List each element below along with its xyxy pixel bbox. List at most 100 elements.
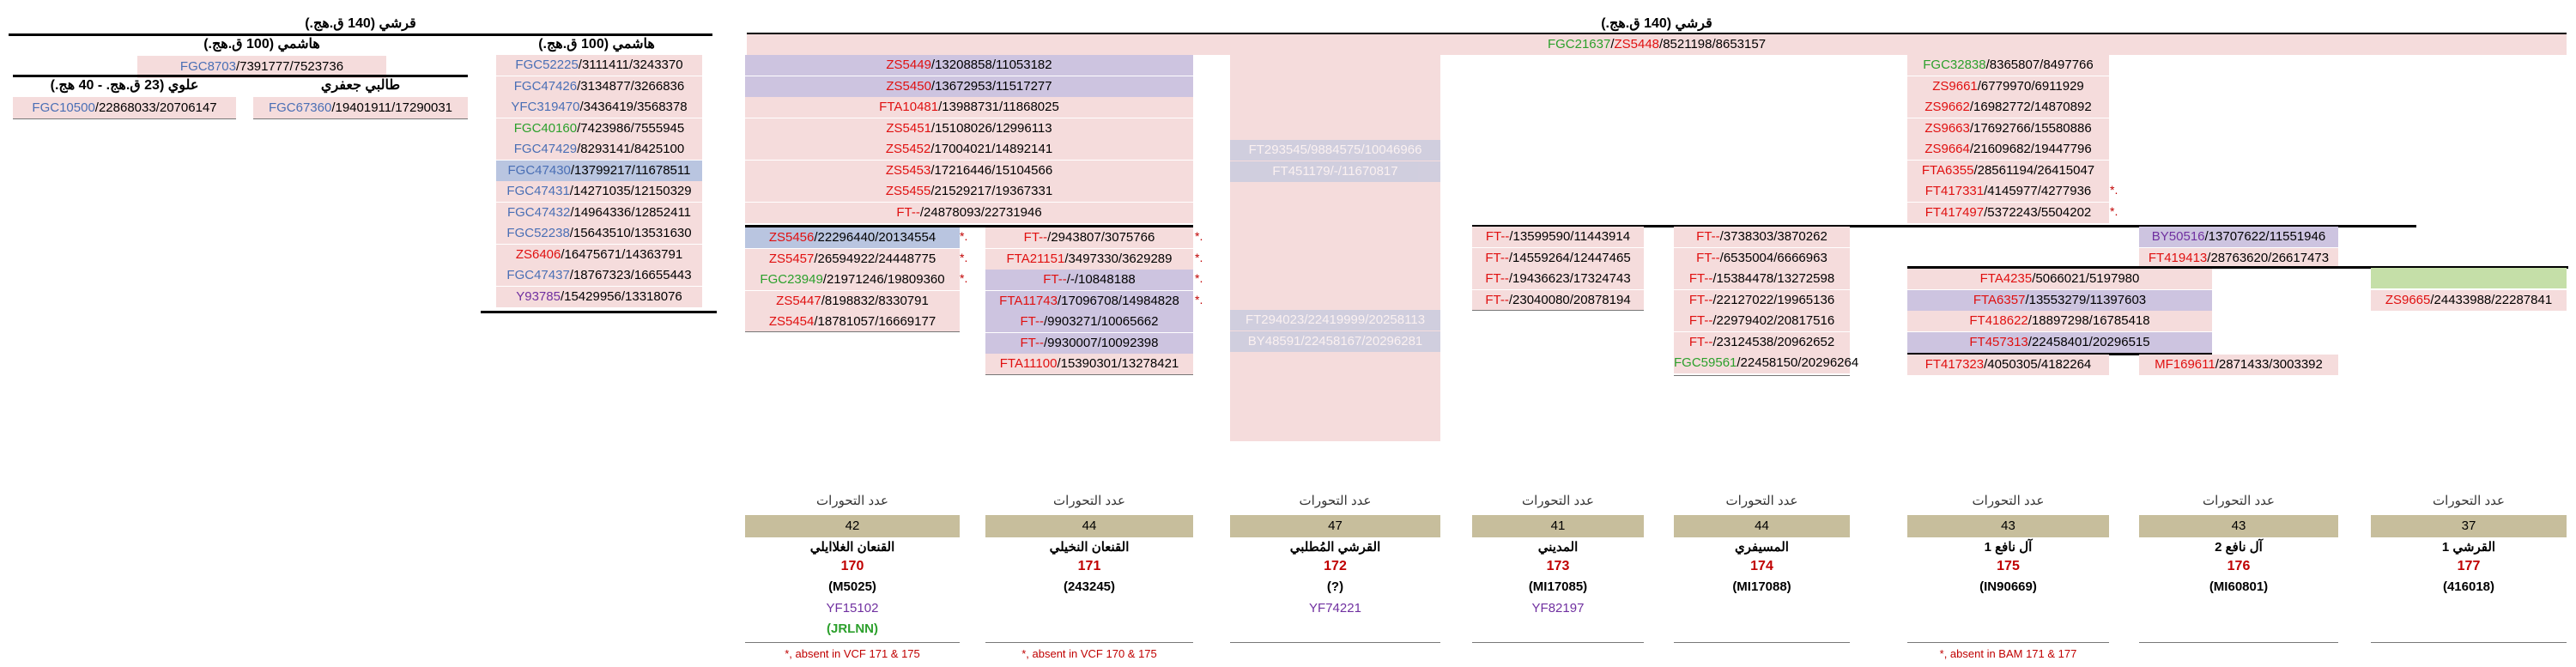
snp-name: ZS5450 [886,78,931,94]
snp-name: FT-- [1688,313,1713,328]
divider [2371,642,2567,643]
header-hashimi-a: هاشمي (100 ق.هج.) [203,37,320,52]
sample-name: القرشي المُطلبي [1289,540,1381,555]
snp-name: MF169611 [2155,357,2215,372]
snp-name: ZS5447 [776,293,821,308]
snp-name: ZS5448 [1614,37,1660,52]
snp-name: ZS9663 [1924,120,1970,136]
snp-row: ZS9664/21609682/19447796 [1907,139,2109,160]
snp-pos: /13707622/11551946 [2204,229,2326,244]
snp-name: FT-- [1688,334,1713,349]
snp-name: ZS5456 [768,230,815,245]
absence-marker: *. [1195,229,1203,243]
snp-pos: /21971246/19809360 [822,272,945,287]
sample-code: (IN90669) [1979,579,2037,594]
snp-row: FT--/2943807/3075766 [985,227,1193,248]
divider [745,225,1193,227]
snp-pos: /7423986/7555945 [577,120,685,136]
snp-pos: /23124538/20962652 [1712,334,1835,349]
snp-pos: /17692766/15580886 [1969,120,2092,136]
count-label: عدد التحورات [1522,494,1594,508]
snp-label: BY48591/22458167/20296281 [1247,334,1423,349]
snp-row: FGC52225/3111411/3243370 [496,55,702,76]
snp-pos: /13208858/11053182 [930,58,1052,72]
snp-pos: /21609682/19447796 [1969,142,2092,156]
snp-name: FGC47429 [513,142,578,156]
sample-code: (MI60801) [2209,579,2269,594]
snp-pos: /6779970/6911929 [1977,78,2084,94]
snp-row: FT--/24878093/22731946 [745,202,1193,223]
snp-name: FGC67360 [268,100,332,115]
snp-pos: /15390301/13278421 [1057,356,1179,371]
snp-pos: /26594922/24448775 [814,251,936,266]
snp-pos: /8521198/8653157 [1659,37,1767,52]
count-value: 43 [1907,515,2109,537]
count-value: 44 [1674,515,1850,537]
snp-name: ZS5455 [885,184,931,198]
sample-number: 177 [2457,559,2481,573]
snp-row: FTA11743/17096708/14984828 [985,290,1193,312]
count-value: 41 [1472,515,1644,537]
snp-row: FT293545/9884575/10046966 [1230,140,1440,161]
snp-row: FTA11100/15390301/13278421 [985,354,1193,374]
far-right-row: ZS9665/24433988/22287841 [2371,290,2567,311]
snp-pos: /22458150/20296264 [1737,355,1859,370]
sample-number: 173 [1546,559,1570,573]
sample-snp: YF82197 [1531,601,1585,615]
snp-name: FT-- [896,204,920,220]
header-quraishi-left: قرشي (140 ق.هج.) [305,16,416,31]
snp-pos: /4145977/4277936 [1984,184,2092,198]
sample-number: 171 [1077,559,1101,573]
snp-name: FT-- [1696,229,1720,244]
snp-row: FT418622/18897298/16785418 [1907,311,2212,331]
snp-row: MF169611/2871433/3003392 [2139,355,2338,375]
snp-name: FGC52225 [515,58,579,72]
snp-row: FGC59561/22458150/20296264 [1674,353,1858,373]
absence-marker: *. [1195,250,1203,264]
snp-row: FT419413/28763620/26617473 [2139,247,2338,269]
snp-name: Y93785 [516,288,561,304]
divider [1472,310,1644,311]
divider [1907,266,2568,269]
snp-name: BY50516 [2151,229,2205,244]
snp-row: FT--/9903271/10065662 [985,312,1193,332]
snp-pos: /22127022/19965136 [1712,292,1835,307]
snp-row: BY48591/22458167/20296281 [1230,331,1440,352]
snp-name: FT417323 [1924,357,1985,372]
snp-row: ZS9663/17692766/15580886 [1907,118,2109,139]
snp-name: FT-- [1043,272,1067,287]
column-172-background [1230,55,1440,441]
snp-name: FT457313 [1969,334,2028,349]
absence-marker: *. [960,229,968,243]
snp-row: FGC47429/8293141/8425100 [496,139,702,160]
snp-pos: /17004021/14892141 [930,142,1053,156]
footnote: *, absent in BAM 171 & 177 [1939,647,2077,660]
snp-name: FT417497 [1924,204,1985,220]
snp-row: FTA4235/5066021/5197980 [1907,269,2212,289]
snp-pos: /3134877/3266836 [577,78,685,94]
snp-row: FT417323/4050305/4182264 [1907,355,2109,375]
sample-snp: YF15102 [826,601,879,615]
snp-row: FGC47431/14271035/12150329 [496,181,702,202]
divider [1230,642,1440,643]
fgc8703-row: FGC8703/7391777/7523736 [137,56,386,78]
snp-row: ZS9661/6779970/6911929 [1907,76,2109,97]
snp-name: FTA6355 [1921,162,1974,178]
snp-pos: /13553279/11397603 [2025,292,2147,307]
alawi-row: FGC10500/22868033/20706147 [13,97,236,119]
snp-row: FT457313/22458401/20296515 [1907,331,2212,353]
divider [1674,642,1850,643]
snp-name: ZS9664 [1924,142,1970,156]
snp-row: YFC319470/3436419/3568378 [496,97,702,118]
sample-code: (?) [1326,579,1344,594]
snp-pos: /22868033/20706147 [94,100,217,115]
count-value: 44 [985,515,1193,537]
snp-row: FT--/14559264/12447465 [1472,247,1644,269]
snp-name: ZS6406 [515,246,561,262]
snp-pos: /-/10848188 [1066,272,1136,287]
sample-code: (MI17085) [1528,579,1588,594]
snp-row: Y93785/15429956/13318076 [496,286,702,307]
sample-number: 170 [840,559,864,573]
count-value: 43 [2139,515,2338,537]
snp-row: ZS5455/21529217/19367331 [745,181,1193,202]
